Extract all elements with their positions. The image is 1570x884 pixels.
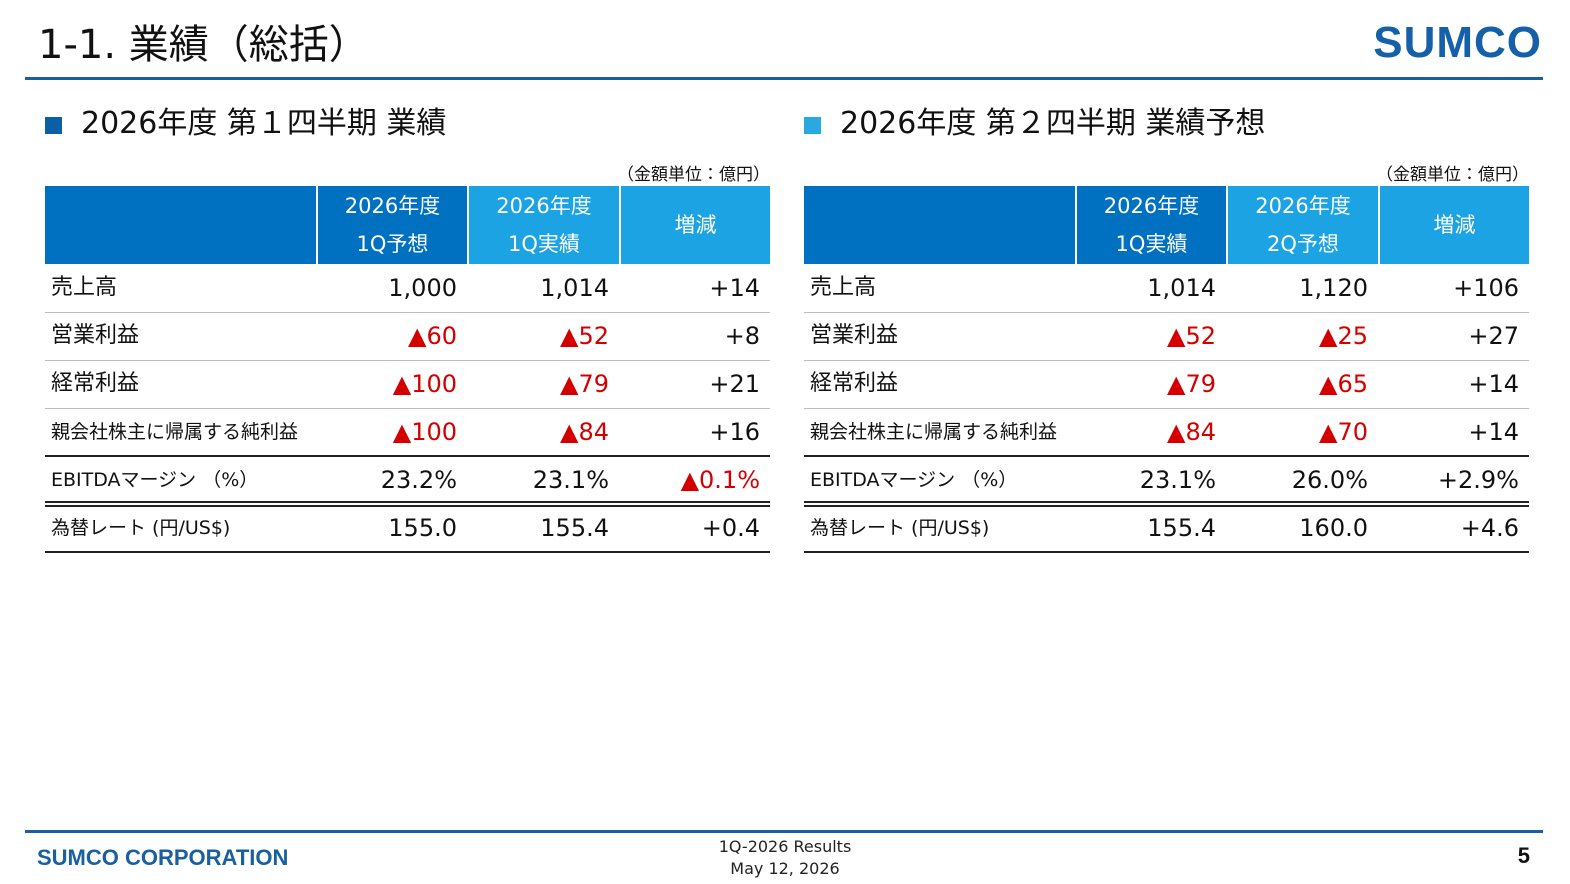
- row-label: 経常利益: [51, 371, 140, 396]
- unit-note: （金額単位：億円）: [617, 165, 770, 185]
- cell-value: 23.1%: [532, 466, 609, 494]
- cell-value: ▲100: [392, 370, 457, 398]
- header-cell: 2026年度 1Q実績: [467, 186, 619, 264]
- cell-value: 160.0: [1299, 514, 1368, 542]
- row-label: 為替レート (円/US$): [810, 517, 990, 539]
- row-label: 営業利益: [51, 323, 140, 348]
- row-rule: [45, 505, 770, 507]
- header-cell: 増減: [619, 186, 770, 264]
- cell-value: ▲65: [1319, 370, 1368, 398]
- row-label: EBITDAマージン （%）: [810, 469, 1018, 491]
- header-text: 1Q実績: [1115, 232, 1188, 256]
- company: SUMCO CORPORATION: [37, 845, 289, 870]
- cell-value: ▲52: [560, 322, 609, 350]
- row-rule: [45, 551, 770, 553]
- cell-value: ▲60: [408, 322, 457, 350]
- cell-value: 155.0: [388, 514, 457, 542]
- cell-value: ▲79: [1167, 370, 1216, 398]
- header-text: 1Q実績: [508, 232, 580, 256]
- cell-value: ▲100: [392, 418, 457, 446]
- row-label: 売上高: [810, 275, 877, 300]
- cell-value: +4.6: [1460, 514, 1519, 542]
- section-title: 2026年度 第１四半期 業績: [81, 106, 447, 141]
- page-number: 5: [1517, 843, 1530, 868]
- cell-value: ▲84: [560, 418, 609, 446]
- cell-value: ▲52: [1167, 322, 1216, 350]
- row-rule: [804, 505, 1529, 507]
- header-text: 2026年度: [1255, 194, 1351, 218]
- cell-value: +14: [1468, 370, 1519, 398]
- cell-value: +8: [724, 322, 760, 350]
- cell-value: 23.1%: [1139, 466, 1216, 494]
- cell-value: ▲70: [1319, 418, 1368, 446]
- row-rule: [804, 551, 1529, 553]
- row-label: 営業利益: [810, 323, 899, 348]
- section-marker: [804, 117, 821, 134]
- section-marker: [45, 117, 62, 134]
- row-rule: [804, 360, 1529, 361]
- cell-value: ▲25: [1319, 322, 1368, 350]
- cell-value: +2.9%: [1437, 466, 1519, 494]
- section-title: 2026年度 第２四半期 業績予想: [840, 106, 1266, 141]
- row-label: 経常利益: [810, 371, 899, 396]
- cell-value: 26.0%: [1291, 466, 1368, 494]
- row-rule: [45, 501, 770, 503]
- cell-value: ▲0.1%: [680, 466, 760, 494]
- row-rule: [804, 408, 1529, 409]
- slide-title: 1-1. 業績（総括）: [38, 22, 369, 68]
- cell-value: 23.2%: [380, 466, 457, 494]
- footer-rule: [25, 830, 1543, 833]
- header-cell: 増減: [1378, 186, 1529, 264]
- row-rule: [804, 455, 1529, 457]
- header-text: 1Q予想: [356, 232, 429, 256]
- footer-info: 1Q-2026 Results May 12, 2026: [635, 836, 935, 880]
- cell-value: ▲79: [560, 370, 609, 398]
- row-rule: [45, 312, 770, 313]
- cell-value: +14: [1468, 418, 1519, 446]
- cell-value: 1,120: [1299, 274, 1368, 302]
- title-rule: [25, 77, 1543, 80]
- row-rule: [804, 501, 1529, 503]
- cell-value: +27: [1468, 322, 1519, 350]
- cell-value: +106: [1453, 274, 1519, 302]
- header-cell: 2026年度 2Q予想: [1226, 186, 1378, 264]
- header-text: 2026年度: [496, 194, 592, 218]
- header-text: 2026年度: [344, 194, 441, 218]
- footer-line: 1Q-2026 Results: [718, 837, 852, 856]
- header-text: 2Q予想: [1267, 232, 1339, 256]
- cell-value: 1,000: [388, 274, 457, 302]
- footer-line: May 12, 2026: [730, 859, 840, 878]
- header-cell: [804, 186, 1075, 264]
- cell-value: 1,014: [1147, 274, 1216, 302]
- cell-value: ▲84: [1167, 418, 1216, 446]
- logo: SUMCO: [1373, 18, 1542, 67]
- row-rule: [804, 312, 1529, 313]
- row-label: 売上高: [51, 275, 118, 300]
- header-cell: [45, 186, 316, 264]
- header-text: 2026年度: [1103, 194, 1200, 218]
- row-rule: [45, 455, 770, 457]
- cell-value: +14: [709, 274, 760, 302]
- row-label: EBITDAマージン （%）: [51, 469, 259, 491]
- header-cell: 2026年度 1Q実績: [1075, 186, 1226, 264]
- row-label: 親会社株主に帰属する純利益: [810, 421, 1058, 443]
- cell-value: +21: [709, 370, 760, 398]
- row-rule: [45, 408, 770, 409]
- unit-note: （金額単位：億円）: [1376, 165, 1529, 185]
- row-label: 為替レート (円/US$): [51, 517, 231, 539]
- header-text: 増減: [674, 213, 717, 237]
- row-label: 親会社株主に帰属する純利益: [51, 421, 299, 443]
- cell-value: 1,014: [540, 274, 609, 302]
- header-text: 増減: [1433, 213, 1476, 237]
- header-cell: 2026年度 1Q予想: [316, 186, 467, 264]
- row-rule: [45, 360, 770, 361]
- cell-value: +16: [709, 418, 760, 446]
- cell-value: 155.4: [1147, 514, 1216, 542]
- cell-value: 155.4: [540, 514, 609, 542]
- cell-value: +0.4: [701, 514, 760, 542]
